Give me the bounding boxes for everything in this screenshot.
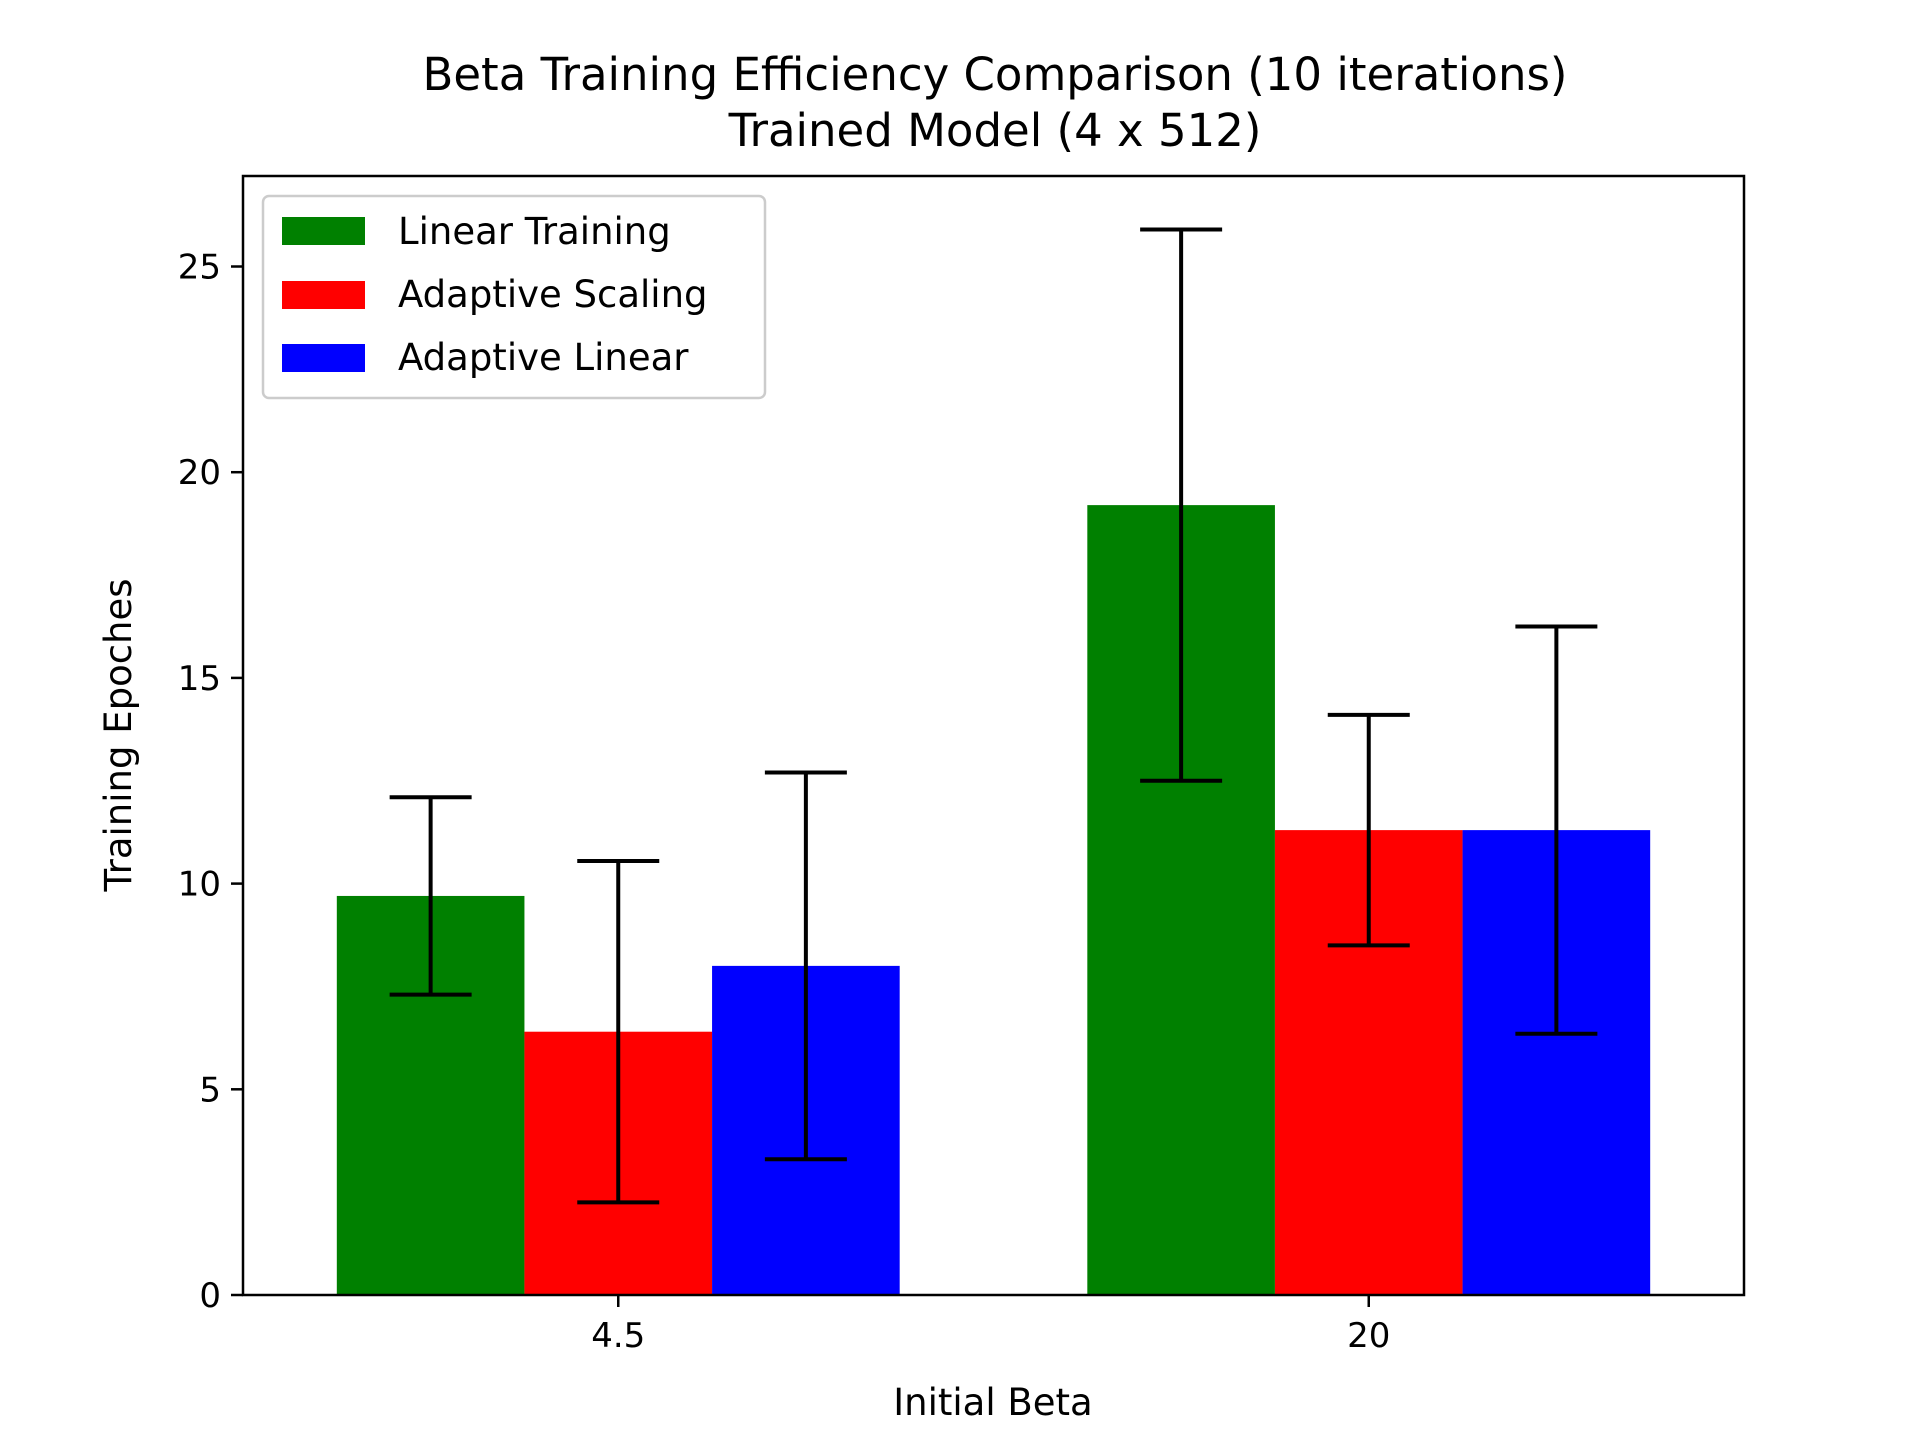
y-axis: 0 5 10 15 20 25 (178, 248, 243, 1316)
legend: Linear Training Adaptive Scaling Adaptiv… (261, 194, 767, 400)
x-tick-label: 4.5 (591, 1316, 645, 1356)
legend-swatch-adaptive-linear (282, 344, 365, 372)
y-tick-label: 0 (199, 1276, 221, 1316)
y-tick-label: 15 (178, 659, 221, 699)
error-bar-adaptive-linear-20 (1515, 624, 1598, 1036)
error-bar-linear-training-20 (1140, 227, 1223, 783)
x-tick-label: 20 (1347, 1316, 1390, 1356)
legend-label-linear-training: Linear Training (398, 210, 671, 253)
legend-label-adaptive-scaling: Adaptive Scaling (398, 273, 708, 316)
y-tick-label: 10 (178, 865, 221, 905)
error-bar-linear-training-4-5 (389, 795, 472, 997)
legend-swatch-linear-training (282, 217, 365, 245)
y-tick-label: 5 (199, 1070, 221, 1110)
x-axis-label: Initial Beta (893, 1381, 1092, 1424)
error-bar-adaptive-linear-4-5 (764, 770, 847, 1162)
chart-title: Beta Training Efficiency Comparison (10 … (423, 48, 1568, 101)
legend-frame (261, 194, 767, 400)
x-axis: 4.5 20 (591, 1295, 1390, 1356)
error-bar-adaptive-scaling-4-5 (577, 858, 660, 1205)
chart-subtitle: Trained Model (4 x 512) (728, 104, 1262, 157)
y-axis-label: Training Epoches (97, 578, 140, 892)
legend-label-adaptive-linear: Adaptive Linear (398, 336, 689, 379)
y-tick-label: 25 (178, 248, 221, 288)
error-bar-adaptive-scaling-20 (1327, 712, 1410, 948)
legend-swatch-adaptive-scaling (282, 281, 365, 309)
y-tick-label: 20 (178, 453, 221, 493)
plot-frame (241, 174, 1746, 1297)
error-bars-layer (389, 227, 1598, 1205)
